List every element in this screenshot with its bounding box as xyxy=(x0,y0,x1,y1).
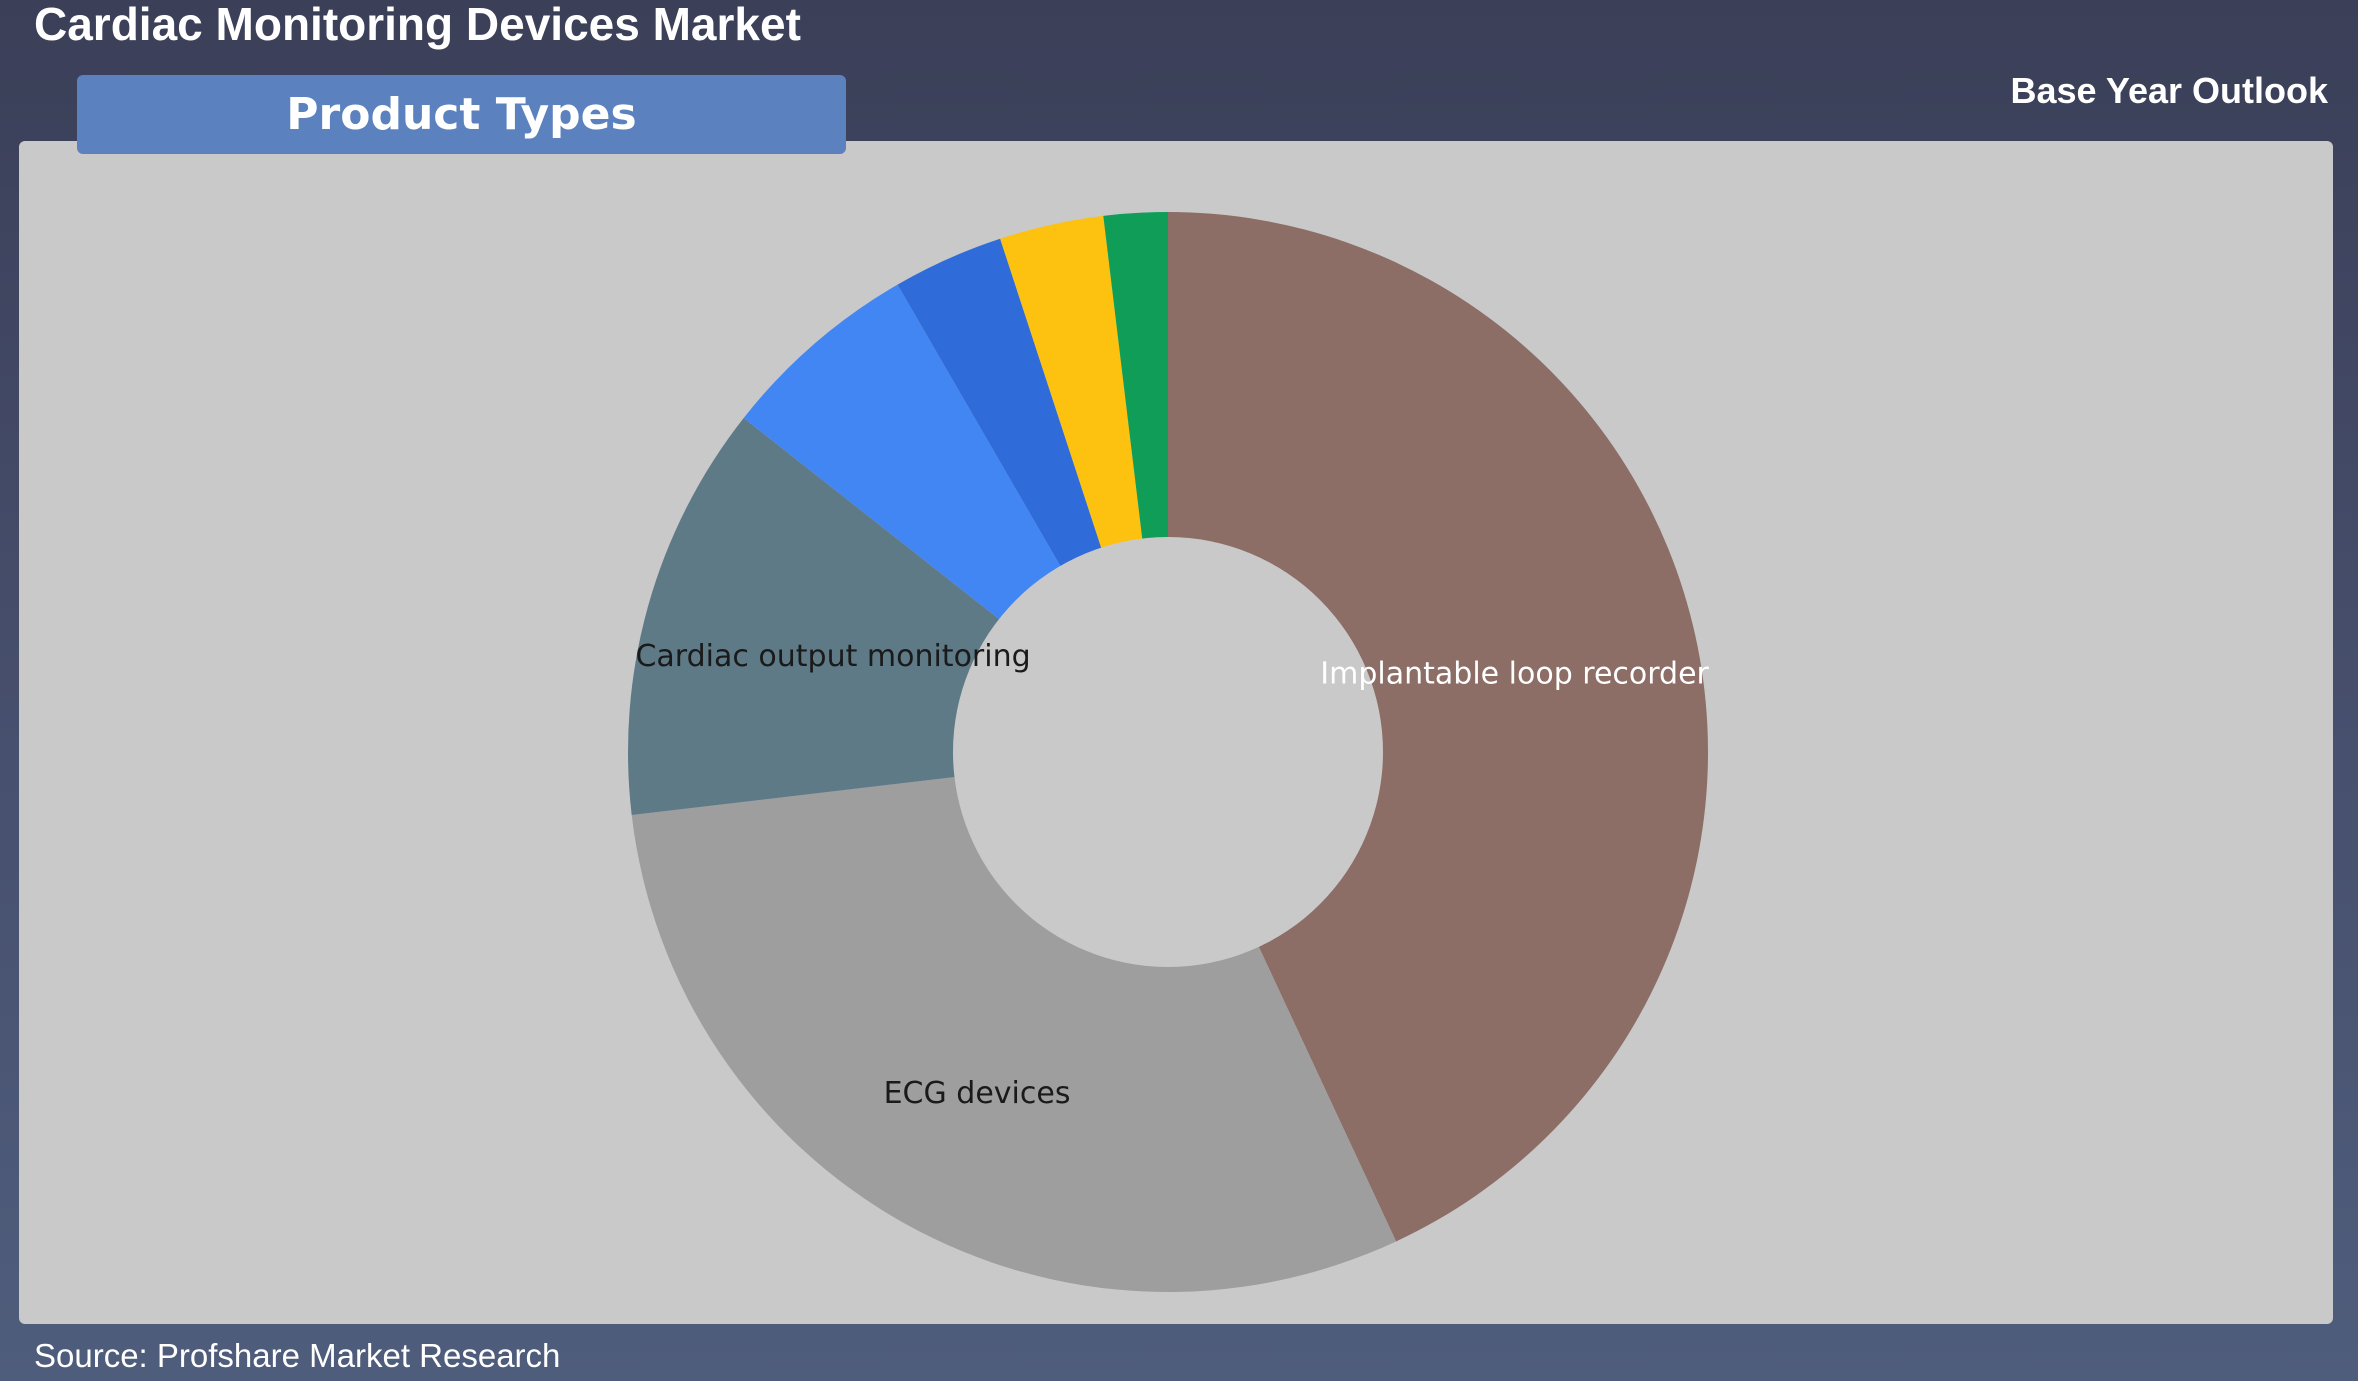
slice-implantable-loop-recorder xyxy=(1168,212,1708,1242)
tab-product-types[interactable]: Product Types xyxy=(77,75,846,154)
outlook-label: Base Year Outlook xyxy=(2010,70,2328,111)
source-note: Source: Profshare Market Research xyxy=(34,1337,561,1374)
slice-label-ecg-devices: ECG devices xyxy=(884,1076,1071,1111)
chart-labels: Implantable loop recorder ECG devices Card… xyxy=(635,639,1709,1111)
donut-hole xyxy=(953,537,1383,967)
slice-label-cardiac-output-monitoring: Cardiac output monitoring xyxy=(635,639,1030,674)
page-title: Cardiac Monitoring Devices Market xyxy=(34,0,801,50)
slice-label-implantable-loop-recorder: Implantable loop recorder xyxy=(1320,657,1709,692)
